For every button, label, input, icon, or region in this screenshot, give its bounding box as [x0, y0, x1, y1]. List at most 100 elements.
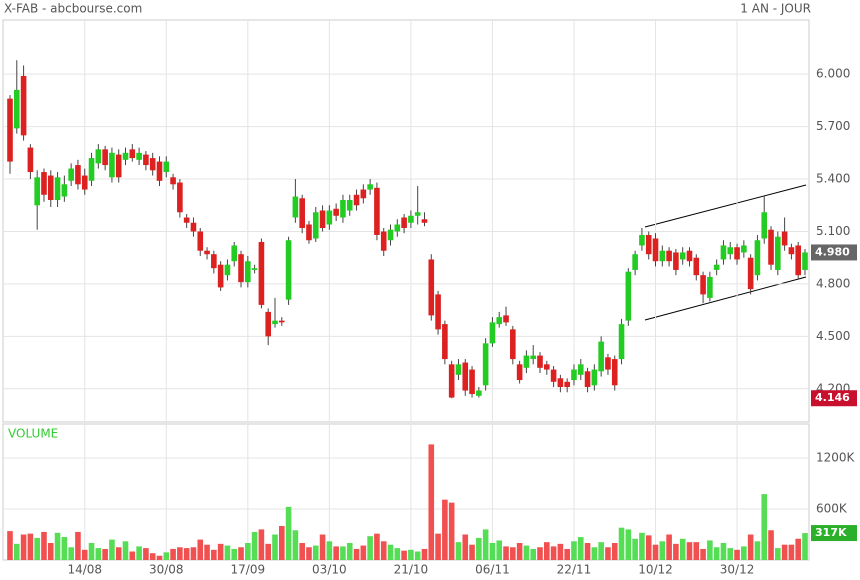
volume-bar: [741, 546, 747, 560]
volume-bar: [476, 537, 482, 560]
candle-body: [129, 149, 136, 159]
candle-body: [679, 252, 686, 260]
volume-bar: [68, 547, 74, 560]
candle-body: [414, 212, 421, 216]
volume-bar: [292, 530, 299, 560]
candle-body: [353, 194, 360, 206]
candle-body: [95, 149, 102, 164]
volume-bar: [557, 543, 564, 560]
volume-bar: [95, 548, 102, 560]
volume-bar: [211, 549, 217, 560]
volume-bar: [224, 545, 231, 560]
volume-bar: [346, 543, 353, 560]
candle-body: [645, 234, 652, 255]
volume-bar: [775, 548, 781, 560]
y-tick-label: 5.400: [816, 172, 850, 186]
volume-bar: [183, 548, 190, 560]
candle-body: [312, 212, 319, 239]
volume-bar: [510, 547, 516, 560]
volume-bar: [285, 506, 292, 560]
volume-bar: [27, 533, 34, 560]
volume-bar: [129, 551, 136, 560]
candle-body: [523, 355, 530, 368]
candle-body: [115, 154, 122, 178]
candle-body: [34, 177, 40, 206]
candle-body: [278, 320, 285, 323]
candle-body: [530, 355, 537, 360]
candle-body: [462, 362, 469, 391]
candle-body: [340, 200, 346, 218]
volume-bar: [61, 537, 68, 560]
candle-body: [659, 250, 666, 262]
candle-body: [455, 364, 462, 375]
candle-body: [476, 390, 482, 396]
y-tick-label: 600K: [816, 502, 848, 516]
candle-body: [224, 264, 231, 276]
candle-body: [591, 369, 598, 386]
candle-body: [605, 357, 611, 370]
x-tick-label: 14/08: [67, 563, 102, 577]
candle-body: [401, 217, 407, 228]
volume-bar: [7, 531, 13, 560]
volume-bar: [75, 531, 81, 560]
candle-body: [727, 247, 734, 255]
candle-body: [625, 271, 632, 321]
candle-body: [292, 196, 299, 218]
volume-bar: [278, 526, 285, 560]
volume-bar: [190, 547, 197, 560]
candle-body: [611, 359, 618, 386]
candle-body: [68, 168, 74, 181]
volume-bar: [421, 548, 428, 560]
candle-body: [13, 89, 20, 129]
price-pane: [2, 19, 810, 423]
candle-body: [503, 315, 509, 323]
volume-bar: [387, 544, 394, 560]
candle-body: [374, 187, 380, 235]
candle-body: [761, 212, 768, 239]
candle-body: [88, 158, 95, 181]
volume-bar: [469, 544, 475, 560]
volume-bar: [122, 541, 129, 560]
y-tick-label: 1200K: [816, 451, 856, 465]
volume-bar: [523, 545, 530, 560]
volume-bar: [802, 533, 808, 560]
volume-bar: [516, 543, 523, 560]
candle-body: [190, 222, 197, 232]
candle-body: [510, 329, 516, 360]
candle-body: [693, 257, 700, 276]
volume-bar: [598, 542, 604, 560]
volume-bar: [177, 547, 183, 560]
volume-bar: [374, 533, 380, 560]
volume-bar: [686, 542, 693, 560]
candle-body: [618, 324, 625, 360]
candle-body: [496, 317, 503, 325]
volume-bar: [319, 534, 326, 560]
volume-bar: [306, 547, 312, 560]
volume-bar: [367, 536, 373, 560]
candle-body: [204, 250, 210, 255]
candle-body: [543, 364, 550, 370]
volume-bar: [299, 543, 305, 560]
volume-bar: [251, 531, 258, 560]
volume-bar: [258, 529, 265, 560]
last-value-label-box: [811, 244, 857, 261]
candle-body: [81, 175, 88, 190]
volume-bar: [272, 534, 278, 560]
candle-body: [143, 154, 149, 166]
candle-body: [27, 147, 34, 173]
candle-body: [482, 343, 489, 386]
candle-body: [211, 254, 217, 269]
candle-body: [557, 378, 564, 388]
volume-bar: [605, 547, 611, 560]
candle-body: [54, 177, 61, 201]
volume-bar: [727, 548, 734, 560]
volume-bar: [170, 548, 176, 560]
volume-bar: [550, 546, 557, 560]
candle-body: [584, 371, 591, 388]
candle-body: [177, 182, 183, 213]
candle-body: [802, 252, 808, 270]
y-tick-label: 4.500: [816, 329, 850, 343]
volume-bar: [81, 549, 88, 560]
candle-body: [734, 247, 740, 260]
x-tick-label: 17/09: [231, 563, 266, 577]
